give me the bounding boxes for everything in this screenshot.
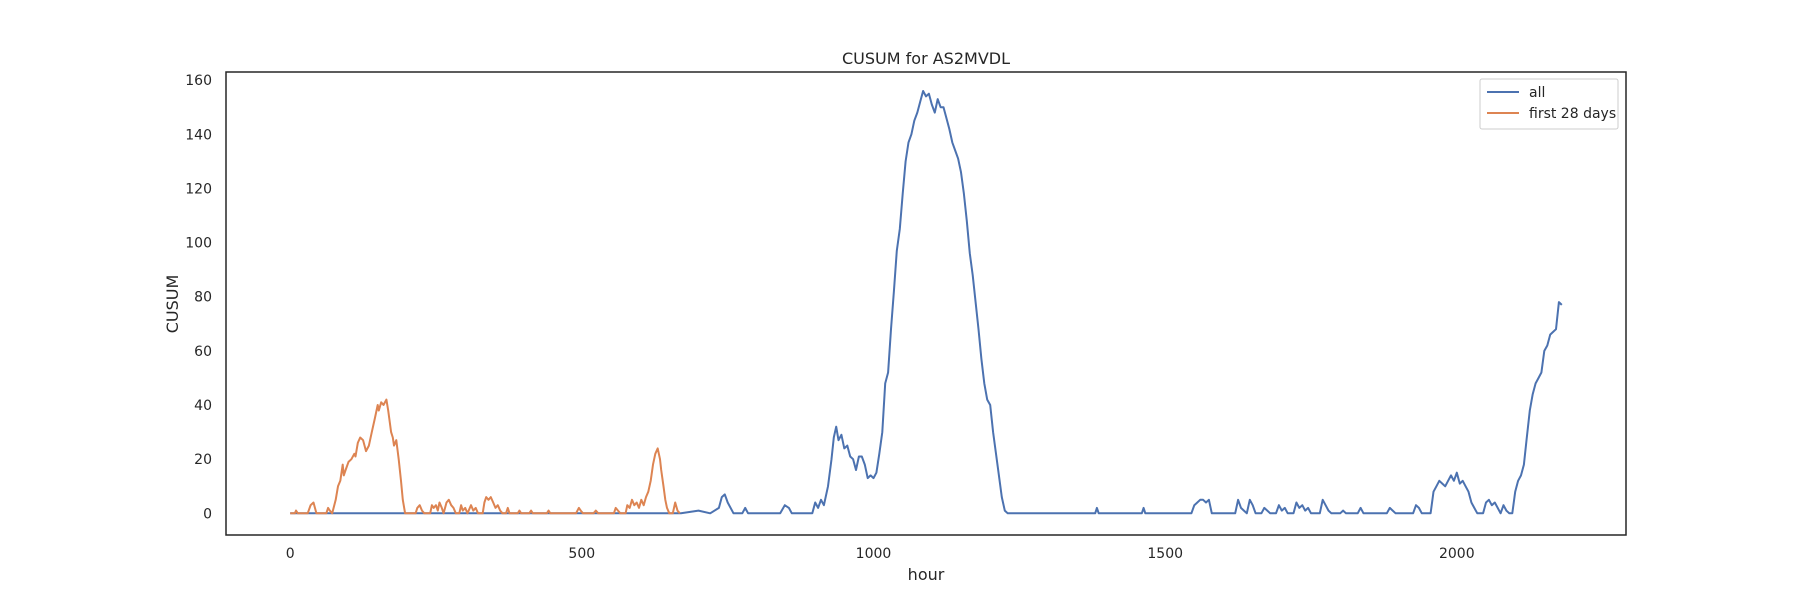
y-tick-label: 100 xyxy=(185,236,212,252)
y-tick-label: 160 xyxy=(185,73,212,89)
legend-label-first-28-days: first 28 days xyxy=(1529,106,1616,122)
series-line-all xyxy=(290,90,1563,515)
series-layer xyxy=(290,90,1563,515)
y-axis-label: CUSUM xyxy=(163,275,182,334)
x-tick-labels: 0 500 1000 1500 2000 xyxy=(286,546,1475,562)
y-tick-label: 0 xyxy=(203,506,212,522)
y-tick-label: 120 xyxy=(185,181,212,197)
legend-label-all: all xyxy=(1529,85,1545,101)
series-line-first-28-days xyxy=(290,398,681,515)
y-tick-labels: 0 20 40 60 80 100 120 140 160 xyxy=(185,73,212,522)
chart-title: CUSUM for AS2MVDL xyxy=(842,49,1010,68)
y-tick-label: 20 xyxy=(194,452,212,468)
x-tick-label: 1500 xyxy=(1147,546,1183,562)
x-tick-label: 0 xyxy=(286,546,295,562)
x-axis-label: hour xyxy=(908,565,945,584)
y-tick-label: 140 xyxy=(185,127,212,143)
x-tick-label: 1000 xyxy=(856,546,892,562)
y-tick-label: 80 xyxy=(194,290,212,306)
plot-frame xyxy=(225,71,1627,536)
x-tick-label: 500 xyxy=(568,546,595,562)
x-tick-label: 2000 xyxy=(1439,546,1475,562)
legend: all first 28 days xyxy=(1479,78,1619,130)
y-tick-label: 60 xyxy=(194,344,212,360)
y-tick-label: 40 xyxy=(194,398,212,414)
